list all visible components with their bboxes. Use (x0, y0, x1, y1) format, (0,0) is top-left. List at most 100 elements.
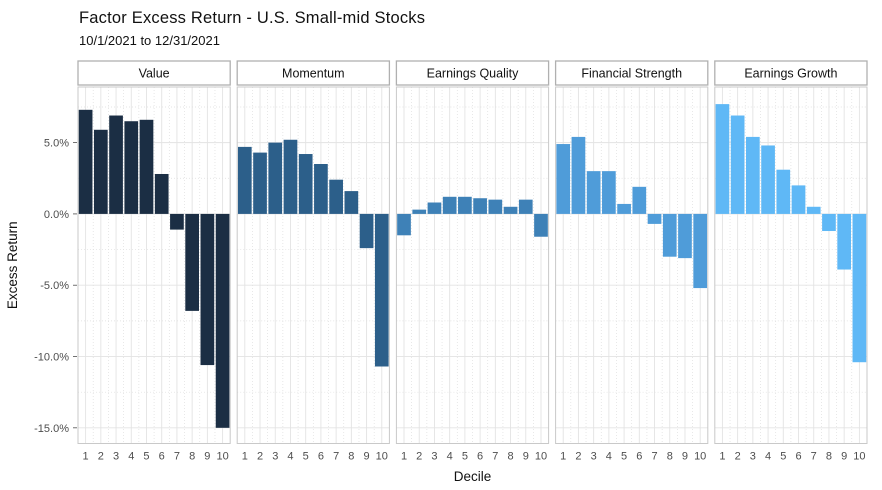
bar (617, 203, 631, 214)
bar (185, 213, 199, 311)
bar (154, 173, 169, 214)
y-tick-label: -5.0% (40, 280, 69, 292)
bar (556, 144, 571, 214)
x-tick-label: 6 (159, 451, 165, 463)
x-tick-label: 6 (636, 451, 642, 463)
bar (791, 185, 806, 214)
bar (268, 142, 283, 214)
x-tick-label: 3 (750, 451, 756, 463)
x-tick-label: 10 (216, 451, 228, 463)
facet-panel: Earnings Growth 1 2 3 4 5 6 7 8 9 10 (714, 60, 868, 463)
x-tick-label: 7 (492, 451, 498, 463)
bar (632, 186, 647, 214)
bar (458, 196, 472, 214)
bar (344, 191, 359, 214)
x-tick-label: 6 (477, 451, 483, 463)
x-tick-label: 9 (682, 451, 688, 463)
x-tick-label: 2 (257, 451, 263, 463)
bar (124, 121, 139, 214)
bar (602, 171, 616, 214)
x-tick-label: 4 (447, 451, 453, 463)
facet-panel: Financial Strength 1 2 3 4 5 6 7 8 9 10 (554, 60, 709, 463)
facet-panel: Momentum 1 2 3 4 5 6 7 8 9 10 (236, 60, 391, 463)
bar (730, 115, 745, 214)
bar (822, 213, 836, 232)
y-tick-label: -15.0% (34, 423, 69, 435)
bar (93, 129, 108, 214)
x-tick-label: 7 (651, 451, 657, 463)
facet-strip-label: Earnings Growth (744, 67, 837, 81)
bar (715, 104, 730, 214)
facet-strip-label: Earnings Quality (427, 67, 519, 81)
bar (776, 169, 791, 214)
y-tick-label: 5.0% (44, 138, 69, 150)
chart-subtitle: 10/1/2021 to 12/31/2021 (79, 33, 220, 48)
x-tick-label: 6 (795, 451, 801, 463)
x-tick-label: 4 (287, 451, 293, 463)
facet-strip (77, 60, 231, 86)
bar (534, 213, 548, 237)
bar (109, 115, 123, 214)
x-tick-label: 9 (841, 451, 847, 463)
facet-strip (236, 60, 391, 86)
bar (473, 198, 487, 214)
bar (253, 152, 267, 214)
bar (412, 209, 427, 214)
bar (806, 206, 821, 214)
x-tick-label: 3 (431, 451, 437, 463)
x-tick-label: 8 (826, 451, 832, 463)
x-axis-title: Decile (454, 469, 492, 484)
x-tick-label: 10 (376, 451, 388, 463)
facet-strip-label: Financial Strength (581, 67, 682, 81)
x-tick-label: 3 (272, 451, 278, 463)
x-tick-label: 1 (719, 451, 725, 463)
x-tick-label: 7 (333, 451, 339, 463)
panel-border (395, 86, 550, 444)
x-tick-label: 10 (853, 451, 865, 463)
x-tick-label: 8 (667, 451, 673, 463)
bar (200, 213, 215, 366)
facet-panel: Value 1 2 3 4 5 6 7 8 9 10 (77, 60, 231, 463)
bar (647, 213, 662, 224)
chart-title: Factor Excess Return - U.S. Small-mid St… (79, 9, 426, 27)
bar (746, 136, 760, 214)
bar (329, 179, 343, 214)
x-tick-label: 5 (780, 451, 786, 463)
x-tick-label: 8 (189, 451, 195, 463)
facet-strip-label: Momentum (282, 67, 345, 81)
x-tick-label: 8 (348, 451, 354, 463)
y-axis-title: Excess Return (5, 221, 20, 309)
bar (139, 119, 154, 214)
x-tick-label: 1 (560, 451, 566, 463)
bar (571, 136, 586, 214)
bar (503, 206, 518, 214)
bar (442, 196, 457, 214)
bar (837, 213, 852, 270)
bar (427, 202, 442, 214)
x-tick-label: 7 (174, 451, 180, 463)
x-tick-label: 7 (811, 451, 817, 463)
x-tick-label: 9 (523, 451, 529, 463)
x-tick-label: 10 (694, 451, 706, 463)
bar (761, 145, 775, 214)
bar (283, 139, 298, 214)
bar (314, 164, 328, 214)
x-tick-label: 2 (98, 451, 104, 463)
y-tick-label: -10.0% (34, 352, 69, 364)
x-tick-label: 2 (416, 451, 422, 463)
panel-border (77, 86, 231, 444)
y-tick-label: 0.0% (44, 209, 69, 221)
x-tick-label: 5 (621, 451, 627, 463)
bar (488, 199, 503, 214)
bar (237, 146, 252, 214)
bar (397, 213, 411, 236)
bar (298, 154, 313, 214)
bar (586, 171, 601, 214)
bar (374, 213, 389, 367)
bar (359, 213, 374, 249)
x-tick-label: 1 (83, 451, 89, 463)
x-tick-label: 9 (204, 451, 210, 463)
facet-strip (714, 60, 868, 86)
